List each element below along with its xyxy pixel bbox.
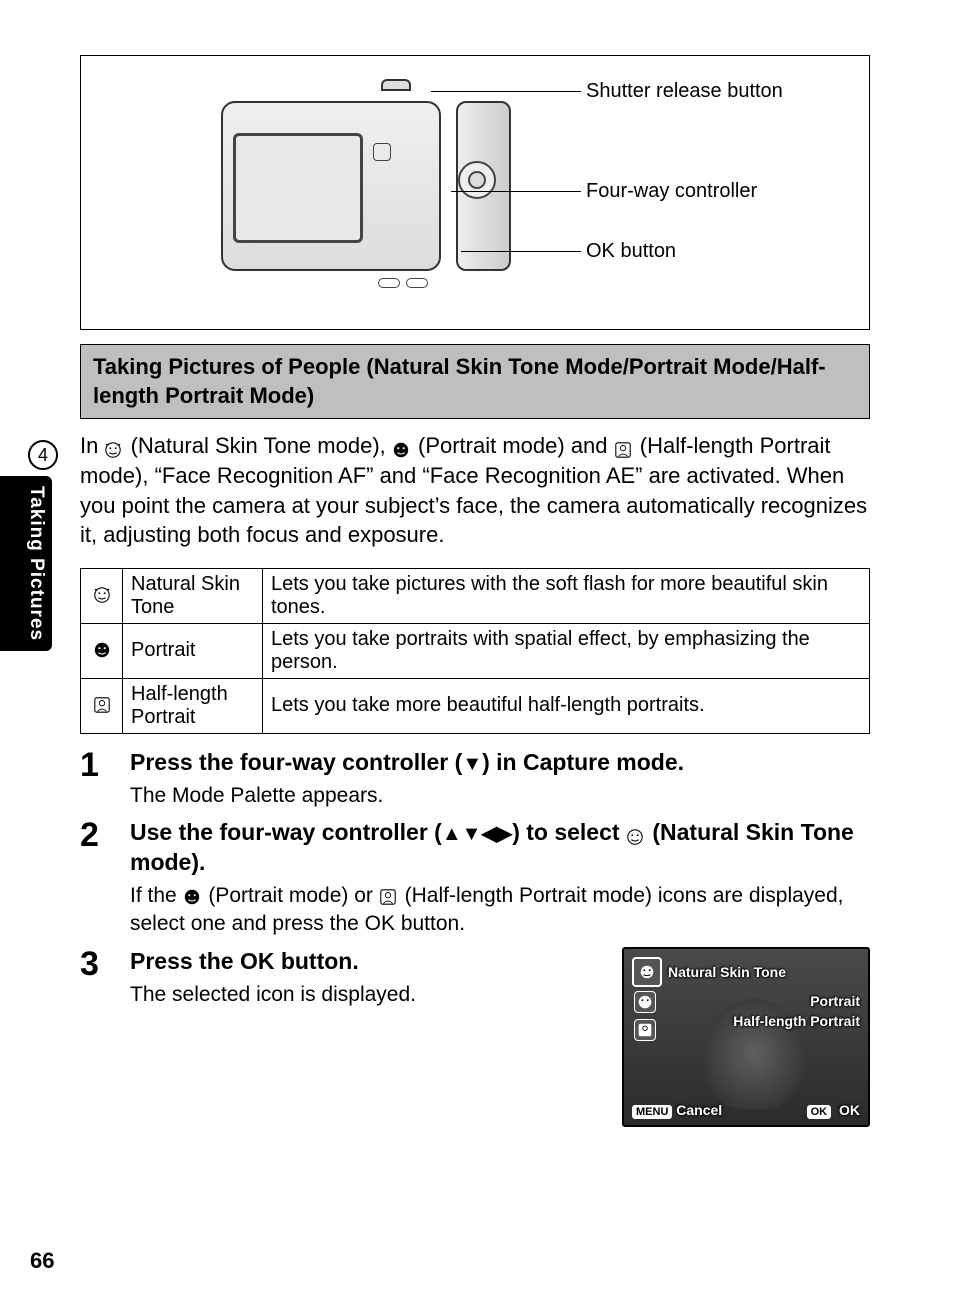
portrait-icon (92, 641, 112, 661)
natural-skin-tone-icon (104, 437, 124, 457)
intro-text: (Natural Skin Tone mode), (131, 433, 392, 458)
table-row: Natural Skin Tone Lets you take pictures… (81, 568, 870, 623)
lcd-mode-label: Portrait (810, 993, 860, 1009)
table-row: Portrait Lets you take portraits with sp… (81, 623, 870, 678)
step-desc: If the (Portrait mode) or (Half-length P… (130, 882, 870, 939)
step-number: 2 (80, 818, 112, 938)
modes-table: Natural Skin Tone Lets you take pictures… (80, 568, 870, 734)
chapter-number: 4 (28, 440, 58, 470)
step-2: 2 Use the four-way controller (▲▼◀▶) to … (80, 818, 870, 938)
mode-icon-cell (81, 568, 123, 623)
step-desc: The Mode Palette appears. (130, 782, 870, 810)
natural-skin-tone-icon (626, 824, 646, 844)
intro-paragraph: In (Natural Skin Tone mode), (Portrait m… (80, 431, 870, 550)
mode-name: Natural Skin Tone (123, 568, 263, 623)
step-title-text: ) in Capture mode. (482, 749, 684, 775)
lcd-cancel: MENU Cancel (632, 1102, 722, 1119)
lcd-preview: Natural Skin Tone Portrait Half-length P… (622, 947, 870, 1127)
section-heading: Taking Pictures of People (Natural Skin … (80, 344, 870, 419)
step-title-text: ) to select (512, 819, 626, 845)
menu-button-label: MENU (632, 1105, 672, 1119)
intro-text: In (80, 433, 104, 458)
step-number: 3 (80, 947, 112, 1009)
play-button-shape (373, 143, 391, 161)
bottom-button-1 (378, 278, 400, 288)
step-desc-text: If the (130, 884, 183, 907)
camera-diagram: Shutter release button Four-way controll… (80, 55, 870, 330)
ok-text: OK (839, 1102, 860, 1118)
camera-body (221, 101, 441, 271)
diagram-label-shutter: Shutter release button (586, 80, 783, 103)
chapter-label: Taking Pictures (0, 476, 52, 651)
shutter-button-shape (381, 79, 411, 91)
side-tab: 4 Taking Pictures (26, 440, 60, 651)
cancel-label: Cancel (676, 1102, 722, 1118)
half-length-portrait-icon (379, 886, 399, 906)
table-row: Half-length Portrait Lets you take more … (81, 678, 870, 733)
leader-line (431, 91, 581, 92)
mode-icon-cell (81, 678, 123, 733)
diagram-label-ok: OK button (586, 240, 676, 263)
step-title-text: Use the four-way controller ( (130, 819, 442, 845)
half-length-portrait-icon (634, 1019, 656, 1041)
portrait-icon (392, 437, 412, 457)
mode-icon-cell (81, 623, 123, 678)
step-number: 1 (80, 748, 112, 810)
four-way-controller-shape (458, 161, 496, 199)
step-desc-text: (Portrait mode) or (208, 884, 378, 907)
half-length-portrait-icon (92, 696, 112, 716)
half-length-portrait-icon (614, 437, 634, 457)
bottom-button-2 (406, 278, 428, 288)
portrait-icon (183, 886, 203, 906)
down-arrow-icon: ▼ (462, 753, 482, 775)
diagram-label-fourway: Four-way controller (586, 180, 757, 203)
ok-button-shape (468, 171, 486, 189)
step-title: Press the four-way controller (▼) in Cap… (130, 748, 870, 778)
lcd-mode-label: Natural Skin Tone (668, 964, 786, 980)
mode-desc: Lets you take more beautiful half-length… (263, 678, 870, 733)
leader-line (451, 191, 581, 192)
camera-screen (233, 133, 363, 243)
camera-illustration (221, 81, 481, 291)
ok-button-label: OK (807, 1105, 832, 1119)
mode-desc: Lets you take portraits with spatial eff… (263, 623, 870, 678)
step-title: Use the four-way controller (▲▼◀▶) to se… (130, 818, 870, 878)
leader-line (461, 251, 581, 252)
portrait-icon (634, 991, 656, 1013)
page-number: 66 (30, 1248, 54, 1274)
step-title-text: Press the four-way controller ( (130, 749, 462, 775)
mode-name: Portrait (123, 623, 263, 678)
lcd-mode-label: Half-length Portrait (733, 1013, 860, 1029)
arrows-icon: ▲▼◀▶ (442, 823, 512, 845)
intro-text: (Portrait mode) and (418, 433, 614, 458)
step-1: 1 Press the four-way controller (▼) in C… (80, 748, 870, 810)
natural-skin-tone-icon (92, 586, 112, 606)
natural-skin-tone-icon (632, 957, 662, 987)
mode-name: Half-length Portrait (123, 678, 263, 733)
lcd-ok: OK OK (807, 1102, 860, 1119)
mode-desc: Lets you take pictures with the soft fla… (263, 568, 870, 623)
